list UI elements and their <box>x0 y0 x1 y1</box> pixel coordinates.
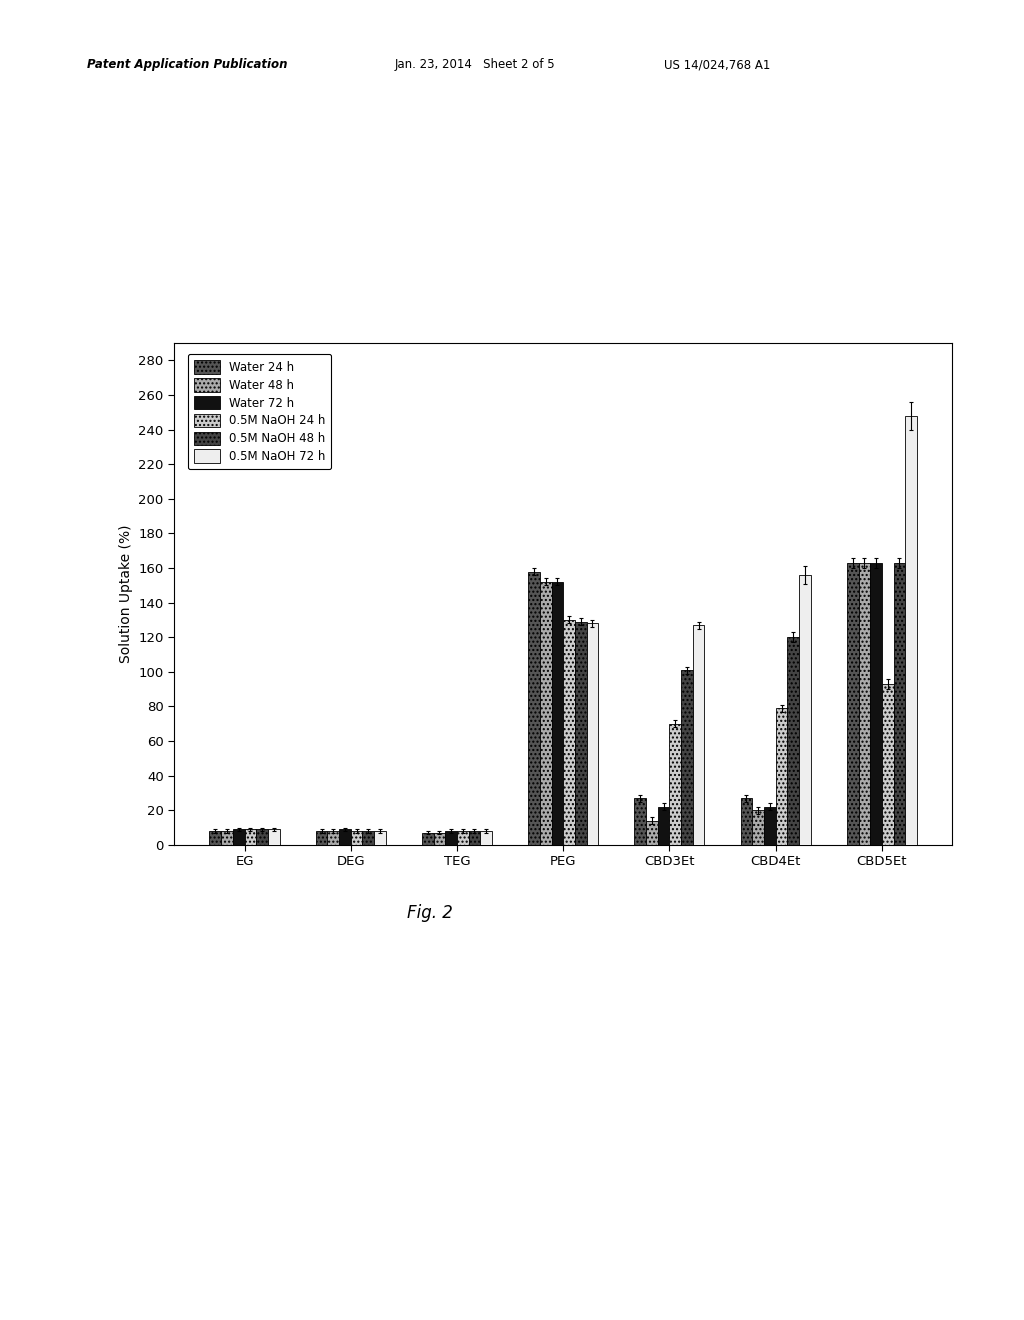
Bar <box>315 832 328 845</box>
Y-axis label: Solution Uptake (%): Solution Uptake (%) <box>119 525 133 663</box>
Bar <box>764 807 775 845</box>
Bar <box>775 708 787 845</box>
Bar <box>894 562 905 845</box>
Bar <box>635 799 646 845</box>
Bar <box>646 821 657 845</box>
Bar <box>870 562 882 845</box>
Text: Fig. 2: Fig. 2 <box>408 904 453 923</box>
Bar <box>799 576 811 845</box>
Bar <box>256 829 268 845</box>
Bar <box>351 832 362 845</box>
Text: US 14/024,768 A1: US 14/024,768 A1 <box>664 58 770 71</box>
Bar <box>681 671 693 845</box>
Bar <box>552 582 563 845</box>
Bar <box>374 832 386 845</box>
Bar <box>670 723 681 845</box>
Bar <box>245 829 256 845</box>
Bar <box>422 833 433 845</box>
Bar <box>328 832 339 845</box>
Bar <box>858 562 870 845</box>
Bar <box>740 799 753 845</box>
Bar <box>905 416 916 845</box>
Bar <box>268 829 280 845</box>
Bar <box>445 832 457 845</box>
Bar <box>574 622 587 845</box>
Bar <box>339 829 351 845</box>
Bar <box>693 626 705 845</box>
Bar <box>787 638 799 845</box>
Bar <box>528 572 540 845</box>
Bar <box>847 562 858 845</box>
Bar <box>753 810 764 845</box>
Bar <box>657 807 670 845</box>
Bar <box>457 832 469 845</box>
Bar <box>469 832 480 845</box>
Bar <box>362 832 374 845</box>
Bar <box>587 623 598 845</box>
Legend: Water 24 h, Water 48 h, Water 72 h, 0.5M NaOH 24 h, 0.5M NaOH 48 h, 0.5M NaOH 72: Water 24 h, Water 48 h, Water 72 h, 0.5M… <box>187 354 332 469</box>
Text: Jan. 23, 2014   Sheet 2 of 5: Jan. 23, 2014 Sheet 2 of 5 <box>394 58 555 71</box>
Bar <box>232 829 245 845</box>
Bar <box>480 832 492 845</box>
Bar <box>221 832 232 845</box>
Bar <box>210 832 221 845</box>
Bar <box>540 582 552 845</box>
Text: Patent Application Publication: Patent Application Publication <box>87 58 288 71</box>
Bar <box>882 684 894 845</box>
Bar <box>433 833 445 845</box>
Bar <box>563 620 574 845</box>
